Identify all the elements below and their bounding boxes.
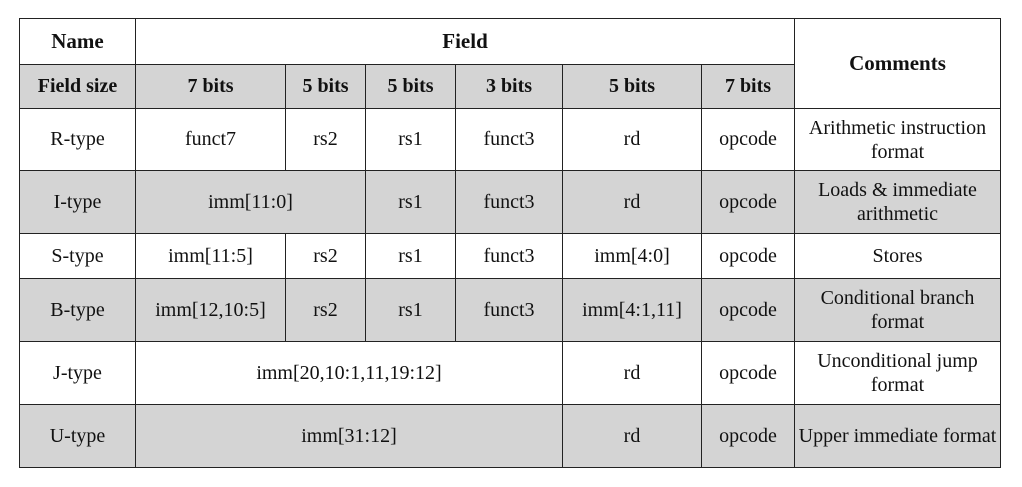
table-row-u-type: U-type imm[31:12] rd opcode Upper immedi… — [19, 404, 1001, 468]
cell-imm: imm[20,10:1,11,19:12] — [135, 341, 563, 405]
table-row-j-type: J-type imm[20,10:1,11,19:12] rd opcode U… — [19, 341, 1001, 405]
comment-cell: Upper immediate format — [794, 404, 1001, 468]
type-name: S-type — [19, 233, 136, 279]
size-rs1: 5 bits — [365, 64, 456, 109]
cell-imm: imm[11:0] — [135, 170, 366, 234]
cell-rd: rd — [562, 404, 702, 468]
comment-cell: Stores — [794, 233, 1001, 279]
cell-rs1: rs1 — [365, 278, 456, 342]
type-name: I-type — [19, 170, 136, 234]
type-name: U-type — [19, 404, 136, 468]
header-row: Name Field Comments — [19, 18, 1001, 109]
cell-funct3: funct3 — [455, 278, 563, 342]
type-name: B-type — [19, 278, 136, 342]
cell-rs2: rs2 — [285, 233, 366, 279]
cell-funct3: funct3 — [455, 108, 563, 171]
name-header: Name — [19, 18, 136, 65]
cell-imm-lo: imm[4:0] — [562, 233, 702, 279]
cell-imm-hi: imm[12,10:5] — [135, 278, 286, 342]
field-size-row: Field size 7 bits 5 bits 5 bits 3 bits 5… — [19, 64, 1001, 109]
table-row-r-type: R-type funct7 rs2 rs1 funct3 rd opcode A… — [19, 108, 1001, 171]
size-rd: 5 bits — [562, 64, 702, 109]
field-size-header: Field size — [19, 64, 136, 109]
table-row-i-type: I-type imm[11:0] rs1 funct3 rd opcode Lo… — [19, 170, 1001, 234]
comment-cell: Arithmetic instruction format — [794, 108, 1001, 171]
table-row-b-type: B-type imm[12,10:5] rs2 rs1 funct3 imm[4… — [19, 278, 1001, 342]
cell-rs1: rs1 — [365, 233, 456, 279]
cell-rs2: rs2 — [285, 278, 366, 342]
cell-funct3: funct3 — [455, 170, 563, 234]
instruction-format-table: Name Field Comments Field size 7 bits 5 … — [19, 18, 1001, 468]
cell-imm-hi: imm[11:5] — [135, 233, 286, 279]
cell-rs1: rs1 — [365, 108, 456, 171]
size-funct3: 3 bits — [455, 64, 563, 109]
cell-opcode: opcode — [701, 233, 795, 279]
cell-rd: rd — [562, 108, 702, 171]
cell-imm-lo: imm[4:1,11] — [562, 278, 702, 342]
cell-rs1: rs1 — [365, 170, 456, 234]
cell-funct7: funct7 — [135, 108, 286, 171]
size-opcode: 7 bits — [701, 64, 795, 109]
comment-cell: Conditional branch format — [794, 278, 1001, 342]
comment-cell: Unconditional jump format — [794, 341, 1001, 405]
field-header: Field — [135, 18, 795, 65]
size-rs2: 5 bits — [285, 64, 366, 109]
cell-rs2: rs2 — [285, 108, 366, 171]
cell-rd: rd — [562, 341, 702, 405]
cell-imm: imm[31:12] — [135, 404, 563, 468]
comment-cell: Loads & immediate arithmetic — [794, 170, 1001, 234]
type-name: R-type — [19, 108, 136, 171]
cell-opcode: opcode — [701, 278, 795, 342]
table-row-s-type: S-type imm[11:5] rs2 rs1 funct3 imm[4:0]… — [19, 233, 1001, 279]
comments-header: Comments — [794, 18, 1001, 109]
cell-rd: rd — [562, 170, 702, 234]
cell-opcode: opcode — [701, 341, 795, 405]
cell-funct3: funct3 — [455, 233, 563, 279]
cell-opcode: opcode — [701, 404, 795, 468]
cell-opcode: opcode — [701, 108, 795, 171]
cell-opcode: opcode — [701, 170, 795, 234]
size-funct7: 7 bits — [135, 64, 286, 109]
type-name: J-type — [19, 341, 136, 405]
